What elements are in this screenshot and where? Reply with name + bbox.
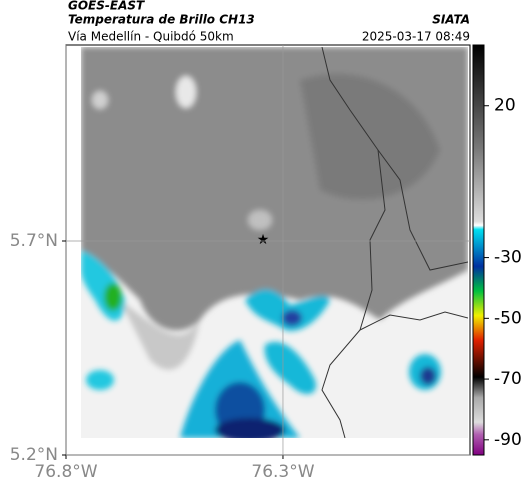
datetime: 2025-03-17 08:49 <box>362 30 470 44</box>
colorbar-tick-label: -30 <box>494 248 522 268</box>
y-tick-label: 5.2°N <box>10 445 58 465</box>
colorbar-tick-label: 20 <box>494 96 516 116</box>
satellite-image: ★ <box>81 47 468 438</box>
subtitle: Temperatura de Brillo CH13 <box>68 13 255 27</box>
route: Vía Medellín - Quibdó 50km <box>68 30 234 44</box>
x-tick-label: 76.8°W <box>34 462 97 482</box>
colorbar-tick-label: -50 <box>494 308 522 328</box>
colorbar-tick-label: -90 <box>494 430 522 450</box>
svg-text:★: ★ <box>257 232 270 248</box>
x-tick-label: 76.3°W <box>251 462 314 482</box>
y-tick-label: 5.7°N <box>10 231 58 251</box>
colorbar-tick-label: -70 <box>494 369 522 389</box>
source: SIATA <box>432 13 470 27</box>
title: GOES-EAST <box>68 0 145 13</box>
